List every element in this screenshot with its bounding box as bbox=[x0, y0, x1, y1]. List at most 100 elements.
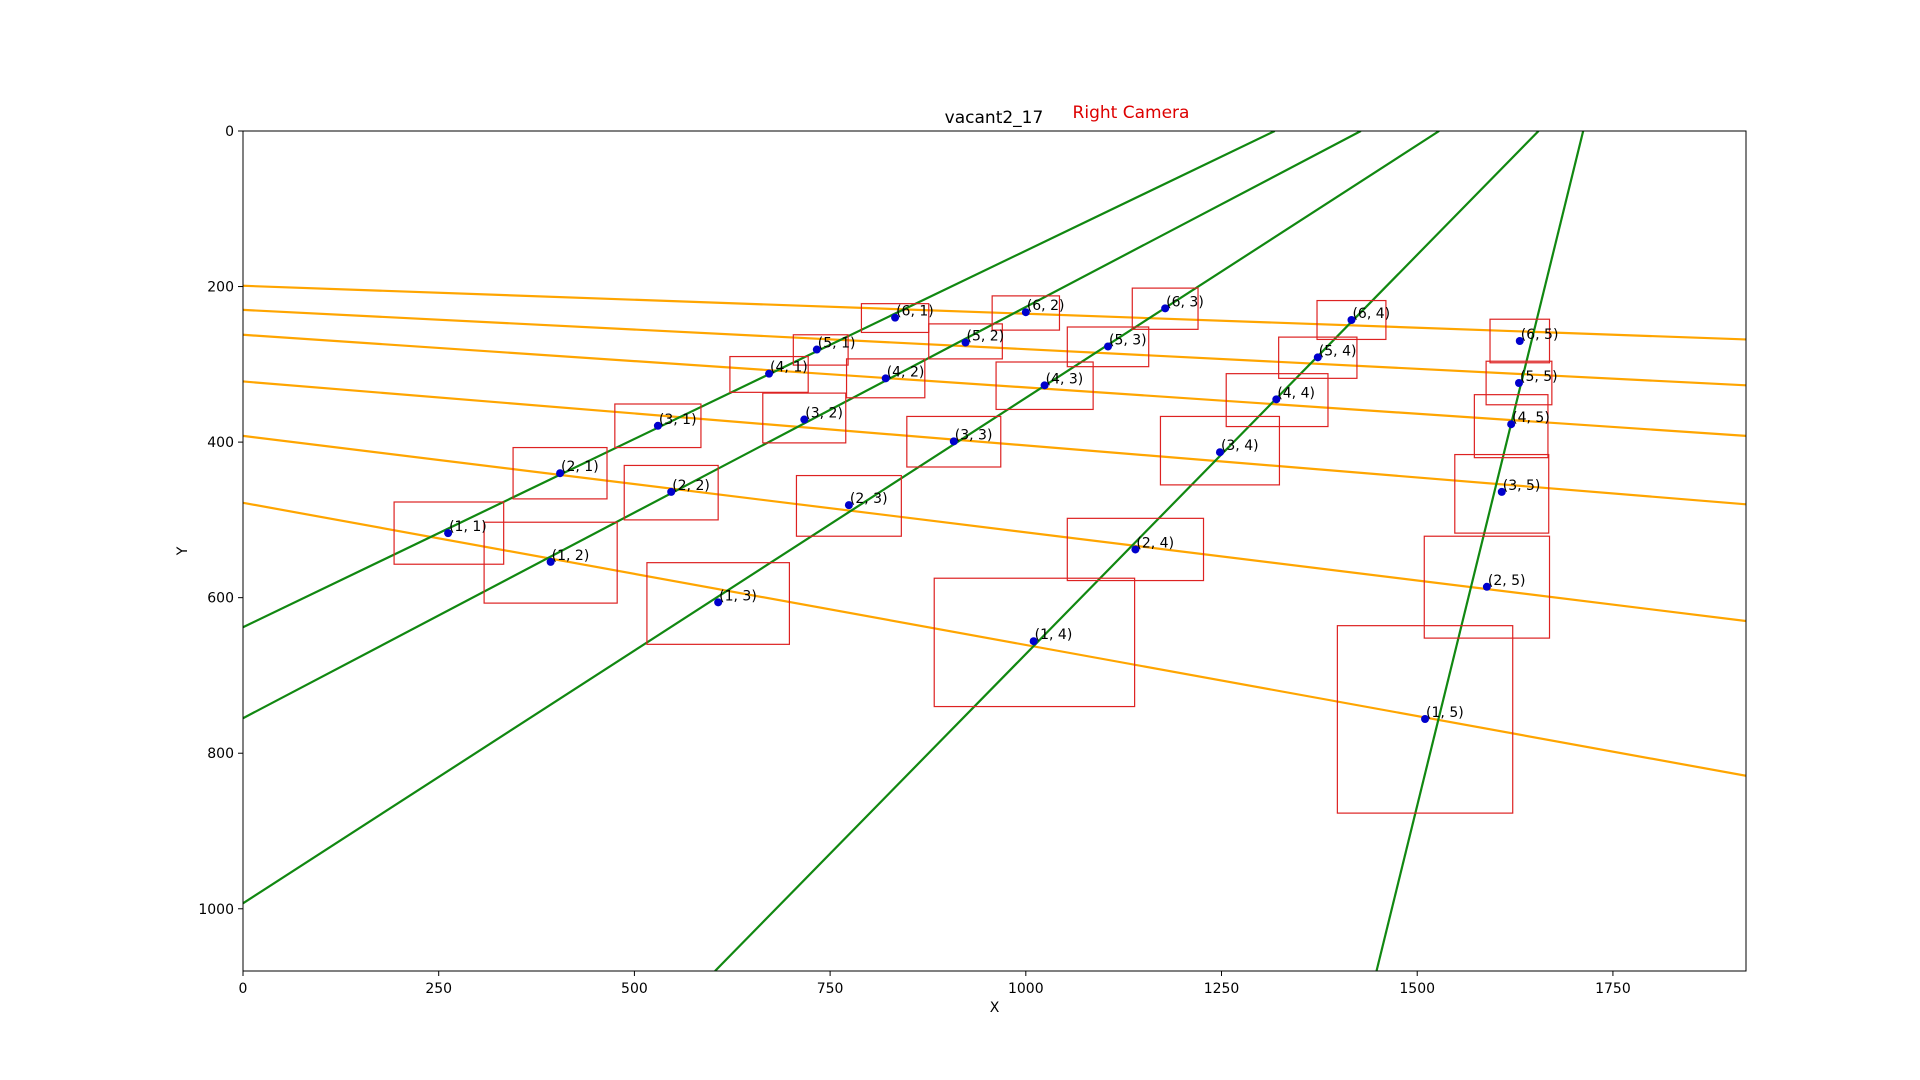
bounding-box bbox=[1489, 318, 1551, 364]
x-tick-label: 1500 bbox=[1399, 981, 1435, 997]
data-point bbox=[1497, 487, 1506, 496]
bounding-box bbox=[933, 577, 1136, 708]
green-column-line bbox=[714, 131, 1540, 971]
point-label: (2, 3) bbox=[850, 491, 888, 507]
orange-row-line bbox=[243, 434, 1746, 623]
y-tick-label: 0 bbox=[225, 124, 234, 140]
point-label: (1, 1) bbox=[449, 519, 487, 535]
y-axis-ticks: 0 200 400 600 800 1000 bbox=[198, 124, 243, 918]
bounding-box bbox=[1066, 517, 1205, 582]
data-point bbox=[1104, 342, 1113, 351]
data-point bbox=[844, 501, 853, 510]
y-tick-label: 200 bbox=[207, 280, 234, 296]
data-point bbox=[1514, 379, 1523, 387]
point-label-group: (1, 1) (2, 1) (3, 1) (4, 1) (5, 1) (6, 1) (1, … bbox=[449, 294, 1558, 721]
bounding-box bbox=[483, 521, 618, 604]
data-point bbox=[765, 369, 774, 378]
green-column-line bbox=[1375, 131, 1585, 971]
data-point bbox=[961, 338, 970, 347]
point-label: (2, 1) bbox=[561, 459, 599, 475]
data-point bbox=[1029, 637, 1038, 646]
bounding-box bbox=[991, 295, 1061, 331]
data-point bbox=[1313, 353, 1322, 362]
point-label: (5, 4) bbox=[1319, 343, 1357, 359]
orange-row-line bbox=[243, 284, 1746, 341]
data-point bbox=[891, 313, 900, 322]
point-label: (3, 3) bbox=[955, 427, 993, 443]
bounding-box bbox=[1066, 326, 1150, 368]
point-label: (1, 3) bbox=[719, 588, 757, 604]
data-point bbox=[1347, 316, 1356, 324]
data-point bbox=[1215, 448, 1224, 457]
point-label: (3, 5) bbox=[1503, 478, 1541, 494]
orange-row-line bbox=[243, 333, 1746, 437]
point-label: (3, 4) bbox=[1221, 438, 1259, 454]
point-label: (2, 4) bbox=[1136, 535, 1174, 551]
data-point bbox=[1021, 308, 1030, 317]
x-tick-label: 750 bbox=[817, 981, 844, 997]
green-column-line bbox=[243, 131, 1440, 905]
x-tick-label: 0 bbox=[239, 981, 248, 997]
bounding-box bbox=[1423, 535, 1551, 639]
y-axis-label: Y bbox=[175, 546, 191, 556]
data-point bbox=[1482, 582, 1491, 591]
data-point bbox=[444, 529, 453, 538]
y-tick-label: 400 bbox=[207, 435, 234, 451]
data-point bbox=[714, 598, 723, 607]
bounding-box bbox=[762, 392, 847, 444]
bounding-box bbox=[795, 474, 902, 537]
point-label: (6, 3) bbox=[1166, 294, 1204, 310]
y-tick-label: 800 bbox=[207, 746, 234, 762]
x-axis-label: X bbox=[990, 1000, 1000, 1016]
bounding-box bbox=[1278, 336, 1358, 379]
point-label: (3, 2) bbox=[805, 406, 843, 422]
bounding-box bbox=[1159, 415, 1281, 486]
data-point bbox=[1507, 420, 1516, 429]
data-point bbox=[653, 421, 662, 430]
x-tick-label: 1250 bbox=[1204, 981, 1240, 997]
bounding-box bbox=[995, 361, 1094, 411]
bounding-box bbox=[512, 446, 608, 500]
point-label: (1, 2) bbox=[552, 548, 590, 564]
point-label: (6, 4) bbox=[1352, 306, 1390, 322]
point-label: (5, 3) bbox=[1109, 332, 1147, 348]
green-column-line bbox=[243, 131, 1362, 720]
bounding-box bbox=[1454, 453, 1550, 534]
bounding-box bbox=[845, 358, 926, 399]
data-point bbox=[1161, 304, 1170, 313]
point-label: (4, 2) bbox=[887, 364, 925, 380]
bounding-box bbox=[1131, 287, 1199, 330]
data-point bbox=[667, 487, 676, 496]
point-label: (5, 5) bbox=[1520, 369, 1558, 385]
x-tick-label: 500 bbox=[621, 981, 648, 997]
chart-title: vacant2_17 bbox=[945, 108, 1044, 128]
y-tick-label: 600 bbox=[207, 591, 234, 607]
bounding-box-group bbox=[393, 287, 1553, 814]
x-tick-label: 1000 bbox=[1008, 981, 1044, 997]
point-label: (5, 1) bbox=[818, 336, 856, 352]
data-point bbox=[556, 469, 565, 478]
x-axis-ticks: 0 250 500 750 1000 1250 1500 1750 bbox=[239, 971, 1631, 997]
data-point bbox=[546, 557, 555, 566]
point-label: (6, 5) bbox=[1521, 327, 1559, 343]
data-point bbox=[812, 345, 821, 354]
bounding-box bbox=[623, 464, 719, 521]
point-label: (5, 2) bbox=[967, 329, 1005, 345]
bounding-box bbox=[792, 334, 849, 366]
point-label: (2, 2) bbox=[672, 478, 710, 494]
data-point bbox=[1421, 715, 1430, 723]
orange-row-line bbox=[243, 501, 1746, 777]
point-group bbox=[444, 304, 1524, 723]
green-column-line bbox=[243, 131, 1276, 629]
plot-frame bbox=[242, 130, 1747, 972]
plot-content: (1, 1) (2, 1) (3, 1) (4, 1) (5, 1) (6, 1) (1, … bbox=[243, 131, 1746, 971]
data-point bbox=[881, 374, 890, 383]
point-label: (4, 5) bbox=[1512, 410, 1550, 426]
bounding-box bbox=[1485, 360, 1553, 406]
bounding-box bbox=[928, 323, 1003, 360]
bounding-box bbox=[729, 355, 809, 393]
data-point bbox=[949, 437, 958, 446]
point-label: (4, 4) bbox=[1277, 385, 1315, 401]
point-label: (2, 5) bbox=[1488, 573, 1526, 589]
